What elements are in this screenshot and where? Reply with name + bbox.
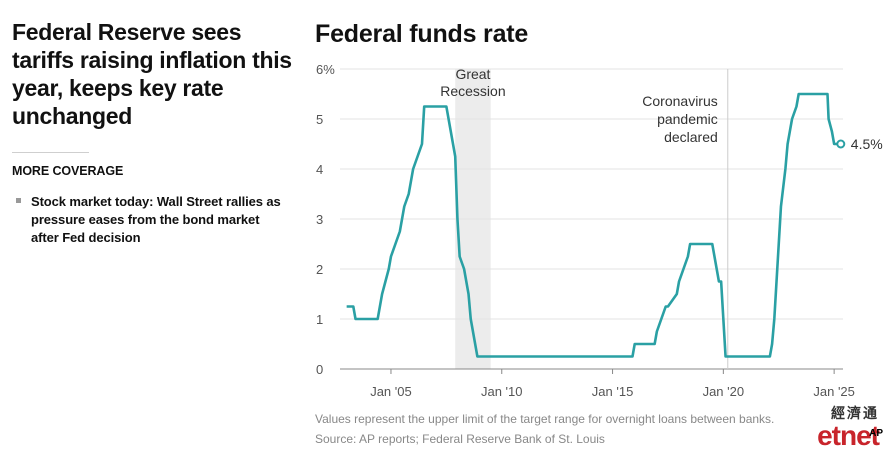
chart-title: Federal funds rate xyxy=(315,20,529,48)
headline[interactable]: Federal Reserve sees tariffs raising inf… xyxy=(12,19,292,129)
divider xyxy=(12,152,89,153)
pandemic-annotation: declared xyxy=(664,129,718,145)
y-tick-label: 0 xyxy=(316,362,323,377)
y-tick-label: 3 xyxy=(316,212,323,227)
y-tick-label: 4 xyxy=(316,162,323,177)
logo-chinese-text: 經濟通 xyxy=(831,405,879,421)
rate-series-line xyxy=(346,92,841,358)
y-tick-label: 1 xyxy=(316,312,323,327)
x-tick-label: Jan '10 xyxy=(481,384,523,399)
article-sidebar: Federal Reserve sees tariffs raising inf… xyxy=(12,18,297,247)
y-tick-label: 6% xyxy=(316,62,335,77)
endpoint-marker xyxy=(836,139,846,149)
y-tick-label: 5 xyxy=(316,112,323,127)
chart-footnote: Values represent the upper limit of the … xyxy=(315,412,775,426)
etnet-logo: 經濟通 etnet xyxy=(817,403,880,451)
chart-source: Source: AP reports; Federal Reserve Bank… xyxy=(315,432,605,446)
y-tick-label: 2 xyxy=(316,262,323,277)
pandemic-annotation: Coronavirus xyxy=(642,93,717,109)
ap-logo: AP xyxy=(869,428,883,439)
recession-annotation: Great xyxy=(455,66,490,82)
story-text[interactable]: Stock market today: Wall Street rallies … xyxy=(31,194,281,245)
x-tick-label: Jan '25 xyxy=(813,384,855,399)
x-tick-label: Jan '15 xyxy=(592,384,634,399)
recession-annotation: Recession xyxy=(440,83,505,99)
logo-wordmark: etnet xyxy=(817,420,880,451)
endpoint-label: 4.5% xyxy=(851,136,883,152)
more-coverage-title: MORE COVERAGE xyxy=(12,164,124,178)
x-tick-label: Jan '05 xyxy=(370,384,412,399)
bullet-icon xyxy=(16,198,21,203)
story-link[interactable]: Stock market today: Wall Street rallies … xyxy=(12,193,297,247)
pandemic-annotation: pandemic xyxy=(657,111,718,127)
x-tick-label: Jan '20 xyxy=(703,384,745,399)
